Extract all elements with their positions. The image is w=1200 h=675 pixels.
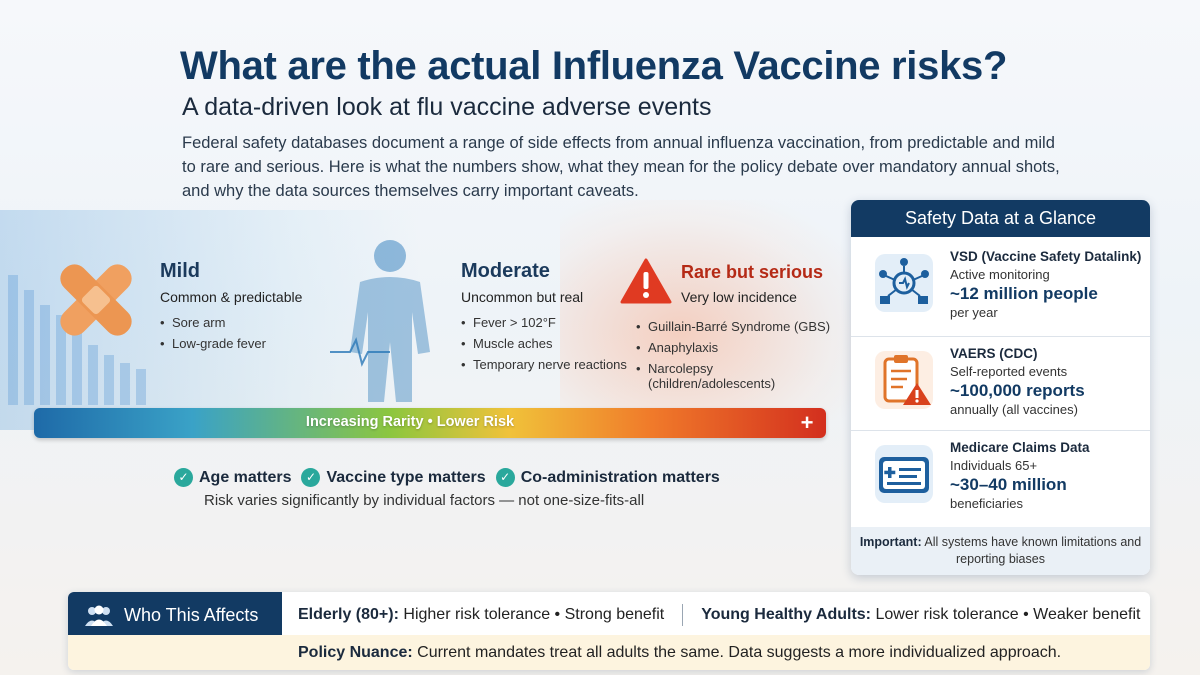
- policy-nuance: Policy Nuance: Current mandates treat al…: [68, 635, 1150, 670]
- bandage-icon: [60, 264, 132, 336]
- young-text: Lower risk tolerance • Weaker benefit: [871, 606, 1141, 623]
- moderate-subtitle: Uncommon but real: [461, 289, 584, 305]
- database-row-medicare: Medicare Claims Data Individuals 65+ ~30…: [851, 430, 1150, 526]
- decorative-bars: [8, 265, 148, 405]
- people-group-icon: [85, 605, 113, 626]
- database-stat: ~100,000 reports: [950, 381, 1085, 400]
- severity-mild: Mild Common & predictable Sore arm Low-g…: [160, 260, 302, 357]
- list-item: Guillain-Barré Syndrome (GBS): [636, 319, 840, 334]
- severity-moderate: Moderate Uncommon but real Fever > 102°F…: [461, 260, 627, 378]
- check-icon: ✓: [301, 468, 321, 487]
- factor-coadministration: ✓ Co-administration matters: [495, 468, 720, 487]
- intro-paragraph: Federal safety databases document a rang…: [182, 134, 1060, 200]
- warning-triangle-icon: [620, 258, 672, 304]
- safety-data-card: Safety Data at a Glance VSD (Vaccine Saf…: [851, 200, 1150, 575]
- factor-label: Vaccine type matters: [326, 468, 486, 486]
- database-name: VAERS (CDC): [950, 346, 1038, 361]
- policy-label: Policy Nuance:: [298, 644, 413, 661]
- factors-note: Risk varies significantly by individual …: [204, 492, 645, 509]
- risk-factors: ✓ Age matters ✓ Vaccine type matters ✓ C…: [174, 468, 720, 487]
- list-item: Temporary nerve reactions: [461, 357, 627, 372]
- database-name: Medicare Claims Data: [950, 440, 1090, 455]
- elderly-label: Elderly (80+):: [298, 606, 399, 623]
- who-this-affects-bar: Who This Affects Elderly (80+): Higher r…: [68, 592, 1150, 670]
- who-label-text: Who This Affects: [124, 605, 259, 625]
- moderate-title: Moderate: [461, 260, 550, 282]
- factor-label: Co-administration matters: [520, 468, 720, 486]
- database-text: VAERS (CDC) Self-reported events ~100,00…: [950, 346, 1145, 417]
- who-groups: Elderly (80+): Higher risk tolerance • S…: [298, 604, 1148, 626]
- risk-scale-bar: Increasing Rarity • Lower Risk +: [34, 408, 826, 438]
- list-item: Sore arm: [160, 315, 302, 330]
- database-stat: ~30–40 million: [950, 475, 1067, 494]
- group-young-adults: Young Healthy Adults: Lower risk toleran…: [701, 606, 1140, 624]
- list-item: Narcolepsy (children/adolescents): [636, 361, 840, 391]
- safety-card-title: Safety Data at a Glance: [851, 200, 1150, 237]
- check-icon: ✓: [495, 468, 515, 487]
- database-description: Active monitoring: [950, 267, 1050, 282]
- database-description: Self-reported events: [950, 364, 1068, 379]
- policy-text: Current mandates treat all adults the sa…: [412, 644, 1062, 661]
- risk-scale-label: Increasing Rarity • Lower Risk: [305, 414, 515, 430]
- database-description: Individuals 65+: [950, 458, 1038, 473]
- factor-vaccine-type: ✓ Vaccine type matters: [301, 468, 486, 487]
- database-name: VSD (Vaccine Safety Datalink): [950, 249, 1142, 264]
- medical-card-icon: [875, 445, 933, 503]
- divider: [682, 604, 684, 626]
- database-unit: annually (all vaccines): [950, 402, 1078, 417]
- plus-icon: +: [800, 410, 814, 435]
- list-item: Low-grade fever: [160, 336, 302, 351]
- database-text: Medicare Claims Data Individuals 65+ ~30…: [950, 440, 1145, 511]
- who-label: Who This Affects: [68, 592, 282, 639]
- factor-age: ✓ Age matters: [174, 468, 291, 487]
- page-subtitle: A data-driven look at flu vaccine advers…: [182, 93, 712, 121]
- group-elderly: Elderly (80+): Higher risk tolerance • S…: [298, 606, 664, 624]
- safety-note: Important: All systems have known limita…: [851, 527, 1150, 575]
- database-row-vaers: VAERS (CDC) Self-reported events ~100,00…: [851, 336, 1150, 432]
- check-icon: ✓: [174, 468, 193, 487]
- note-text: All systems have known limitations and r…: [921, 535, 1142, 566]
- severity-rare: Rare but serious Very low incidence Guil…: [636, 262, 840, 397]
- mild-list: Sore arm Low-grade fever: [160, 315, 302, 351]
- list-item: Fever > 102°F: [461, 315, 627, 330]
- mild-title: Mild: [160, 260, 200, 282]
- mild-subtitle: Common & predictable: [160, 289, 303, 305]
- database-unit: per year: [950, 305, 998, 320]
- note-label: Important:: [859, 535, 922, 549]
- human-figure-icon: [330, 240, 430, 402]
- rare-subtitle: Very low incidence: [681, 289, 797, 305]
- database-row-vsd: VSD (Vaccine Safety Datalink) Active mon…: [851, 240, 1150, 336]
- rare-list: Guillain-Barré Syndrome (GBS) Anaphylaxi…: [636, 319, 840, 391]
- database-stat: ~12 million people: [950, 284, 1098, 303]
- moderate-list: Fever > 102°F Muscle aches Temporary ner…: [461, 315, 627, 372]
- database-unit: beneficiaries: [950, 496, 1023, 511]
- page-title: What are the actual Influenza Vaccine ri…: [180, 44, 1008, 88]
- young-label: Young Healthy Adults:: [701, 606, 872, 623]
- list-item: Anaphylaxis: [636, 340, 840, 355]
- network-monitoring-icon: [875, 254, 933, 312]
- list-item: Muscle aches: [461, 336, 627, 351]
- elderly-text: Higher risk tolerance • Strong benefit: [398, 606, 665, 623]
- factor-label: Age matters: [199, 468, 292, 486]
- clipboard-warning-icon: [875, 351, 933, 409]
- severity-panel: Mild Common & predictable Sore arm Low-g…: [0, 200, 840, 460]
- database-text: VSD (Vaccine Safety Datalink) Active mon…: [950, 249, 1145, 320]
- rare-title: Rare but serious: [681, 262, 824, 282]
